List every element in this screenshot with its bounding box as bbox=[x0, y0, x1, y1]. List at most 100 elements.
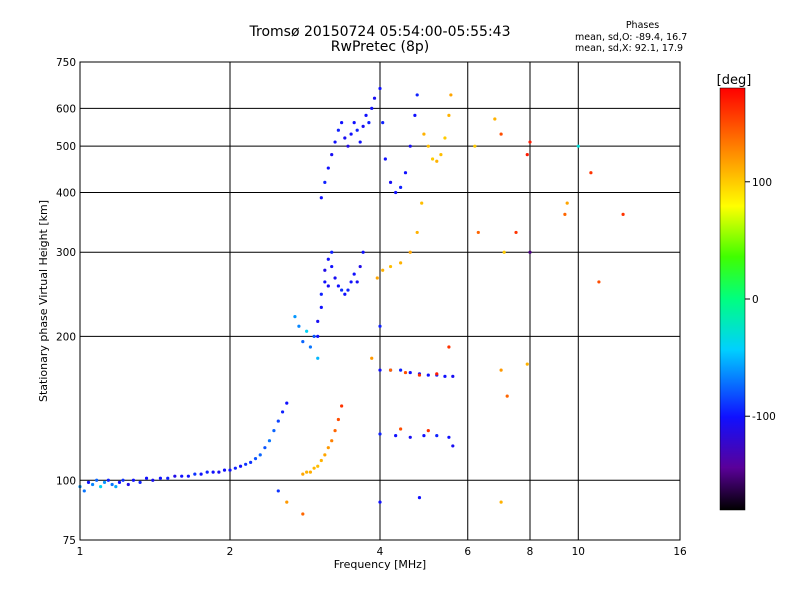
data-point bbox=[388, 368, 393, 372]
data-point bbox=[323, 268, 327, 272]
data-point bbox=[621, 212, 625, 216]
data-point bbox=[426, 429, 430, 433]
chart-subtitle: RwPretec (8p) bbox=[330, 39, 430, 55]
data-point bbox=[222, 468, 227, 472]
data-point bbox=[355, 128, 359, 132]
data-point bbox=[349, 280, 353, 284]
data-point bbox=[576, 144, 580, 148]
data-point bbox=[435, 159, 439, 163]
data-point bbox=[333, 140, 337, 144]
data-point bbox=[312, 466, 316, 470]
data-point bbox=[451, 374, 455, 378]
data-point bbox=[297, 324, 301, 328]
data-point bbox=[312, 334, 316, 338]
data-point bbox=[408, 370, 412, 375]
data-point bbox=[263, 446, 267, 450]
data-point bbox=[378, 432, 382, 436]
data-point bbox=[301, 472, 305, 476]
y-tick-label: 100 bbox=[56, 475, 76, 487]
y-tick-label: 400 bbox=[56, 187, 76, 199]
data-point bbox=[447, 113, 451, 117]
x-tick-label: 1 bbox=[77, 546, 84, 558]
data-point bbox=[114, 485, 118, 489]
data-point bbox=[244, 462, 248, 466]
data-point bbox=[502, 250, 506, 254]
phase-stats-title: Phases bbox=[625, 20, 660, 31]
data-point bbox=[293, 315, 297, 319]
data-point bbox=[394, 434, 398, 438]
colorbar-tick-label: 0 bbox=[752, 294, 759, 306]
data-point bbox=[378, 500, 382, 504]
x-tick-label: 4 bbox=[377, 546, 384, 558]
data-point bbox=[435, 372, 439, 376]
data-point bbox=[403, 171, 408, 175]
y-axis-label: Stationary phase Virtual Height [km] bbox=[37, 200, 50, 402]
data-point bbox=[308, 470, 313, 474]
data-point bbox=[408, 250, 412, 254]
data-point bbox=[352, 121, 356, 125]
data-point bbox=[473, 144, 477, 148]
data-point bbox=[451, 444, 455, 448]
data-point bbox=[378, 86, 382, 91]
data-point bbox=[439, 153, 443, 157]
data-point bbox=[403, 370, 408, 375]
data-point bbox=[249, 460, 253, 464]
data-point bbox=[330, 250, 334, 254]
data-point bbox=[343, 136, 347, 140]
data-point bbox=[91, 482, 95, 487]
data-point bbox=[173, 474, 177, 478]
data-point bbox=[316, 464, 320, 468]
data-point bbox=[238, 464, 243, 468]
data-point bbox=[381, 268, 385, 272]
x-axis-label: Frequency [MHz] bbox=[334, 558, 426, 571]
colorbar bbox=[719, 87, 746, 511]
data-point bbox=[378, 324, 382, 328]
data-point bbox=[110, 482, 114, 487]
data-point bbox=[82, 489, 86, 493]
data-point bbox=[525, 153, 529, 157]
data-point bbox=[381, 121, 385, 125]
data-point bbox=[95, 478, 99, 482]
data-point bbox=[323, 453, 327, 457]
data-point bbox=[102, 480, 107, 484]
data-point bbox=[308, 345, 313, 349]
data-point bbox=[413, 113, 417, 117]
colorbar-ticks: 100 0 -100 bbox=[745, 177, 776, 423]
data-point bbox=[426, 144, 430, 148]
plot-grid bbox=[80, 62, 680, 540]
y-tick-label: 200 bbox=[56, 331, 76, 343]
y-axis-ticks: 75 100 200 300 400 500 600 750 bbox=[56, 57, 76, 547]
data-point bbox=[316, 356, 320, 360]
data-point bbox=[361, 250, 365, 254]
data-point bbox=[525, 362, 529, 366]
data-point bbox=[340, 121, 344, 125]
data-point bbox=[388, 180, 393, 184]
data-point bbox=[267, 439, 272, 443]
data-point bbox=[399, 261, 403, 265]
data-point bbox=[258, 453, 262, 457]
phase-stats: Phases mean, sd,O: -89.4, 16.7 mean, sd,… bbox=[575, 20, 710, 55]
data-point bbox=[276, 419, 280, 423]
data-point bbox=[319, 305, 323, 309]
data-point bbox=[316, 319, 320, 323]
data-point bbox=[499, 368, 503, 372]
data-point bbox=[408, 144, 412, 148]
data-point bbox=[355, 280, 359, 284]
data-point bbox=[131, 478, 136, 482]
colorbar-label: [deg] bbox=[717, 73, 752, 88]
data-point bbox=[378, 368, 382, 372]
data-point bbox=[346, 288, 350, 292]
data-point bbox=[415, 93, 419, 97]
data-point bbox=[499, 132, 503, 136]
data-point bbox=[493, 117, 497, 121]
data-point bbox=[417, 373, 422, 377]
x-tick-label: 2 bbox=[227, 546, 234, 558]
data-point bbox=[333, 276, 337, 280]
data-point bbox=[285, 500, 289, 504]
data-point bbox=[447, 345, 451, 349]
colorbar-tick-label: -100 bbox=[752, 411, 776, 423]
data-point bbox=[597, 280, 601, 284]
data-point bbox=[144, 476, 149, 480]
data-point bbox=[330, 264, 334, 269]
